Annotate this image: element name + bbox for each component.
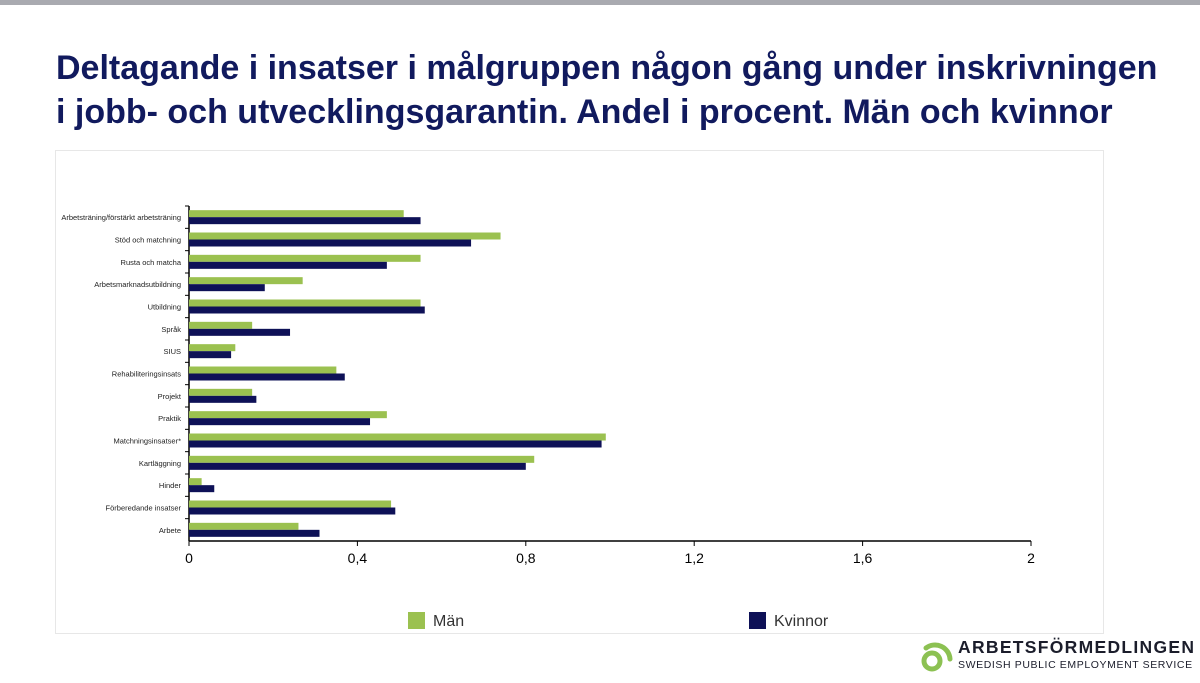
category-label: Hinder bbox=[159, 481, 182, 490]
category-label: Projekt bbox=[158, 392, 182, 401]
x-tick-label: 1,6 bbox=[853, 550, 873, 566]
bar-kvinnor bbox=[189, 217, 421, 225]
x-tick-label: 0,8 bbox=[516, 550, 536, 566]
bar-kvinnor bbox=[189, 395, 257, 403]
bar-kvinnor bbox=[189, 440, 602, 448]
category-label: Kartläggning bbox=[139, 459, 181, 468]
category-label: Stöd och matchning bbox=[115, 236, 181, 245]
bar-man bbox=[189, 254, 421, 262]
category-label: Rusta och matcha bbox=[121, 258, 182, 267]
arbetsformedlingen-logo: ARBETSFÖRMEDLINGEN SWEDISH PUBLIC EMPLOY… bbox=[920, 636, 1194, 676]
logo-mark-icon bbox=[921, 642, 953, 672]
bar-man bbox=[189, 478, 202, 486]
bar-man bbox=[189, 210, 404, 218]
bar-kvinnor bbox=[189, 239, 472, 247]
bar-chart: 0 0,4 0,8 1,2 1,6 2 Arbetsträning/förstärkt ar… bbox=[61, 205, 1035, 630]
x-tick-label: 2 bbox=[1027, 550, 1035, 566]
legend-swatch bbox=[408, 612, 425, 629]
legend-swatch bbox=[749, 612, 766, 629]
category-label: Rehabiliteringsinsats bbox=[112, 370, 181, 379]
bar-kvinnor bbox=[189, 529, 320, 537]
bar-kvinnor bbox=[189, 284, 265, 292]
bar-man bbox=[189, 277, 303, 285]
bar-kvinnor bbox=[189, 418, 371, 426]
bar-kvinnor bbox=[189, 462, 526, 470]
bar-man bbox=[189, 388, 253, 396]
category-label: Arbetsmarknadsutbildning bbox=[94, 280, 181, 289]
bar-man bbox=[189, 299, 421, 307]
category-label: SIUS bbox=[163, 347, 181, 356]
category-label: Utbildning bbox=[148, 303, 181, 312]
bar-man bbox=[189, 433, 606, 441]
category-label: Språk bbox=[161, 325, 181, 334]
top-rule bbox=[0, 0, 1200, 5]
bar-kvinnor bbox=[189, 351, 232, 359]
bar-kvinnor bbox=[189, 373, 345, 381]
bar-man bbox=[189, 366, 337, 374]
x-tick-label: 0 bbox=[185, 550, 193, 566]
legend-label: Män bbox=[433, 613, 464, 630]
bar-kvinnor bbox=[189, 306, 425, 314]
logo-subtitle: SWEDISH PUBLIC EMPLOYMENT SERVICE bbox=[958, 659, 1193, 671]
bar-man bbox=[189, 321, 253, 329]
bar-man bbox=[189, 500, 392, 508]
bar-kvinnor bbox=[189, 485, 215, 493]
category-label: Förberedande insatser bbox=[106, 504, 182, 513]
x-tick-label: 1,2 bbox=[684, 550, 704, 566]
category-label: Arbete bbox=[159, 526, 181, 535]
category-label: Matchningsinsatser* bbox=[113, 437, 181, 446]
x-tick-label: 0,4 bbox=[348, 550, 368, 566]
logo-name: ARBETSFÖRMEDLINGEN bbox=[958, 637, 1196, 657]
bar-man bbox=[189, 232, 501, 240]
bar-kvinnor bbox=[189, 261, 387, 269]
bar-kvinnor bbox=[189, 507, 396, 515]
bar-man bbox=[189, 522, 299, 530]
bar-kvinnor bbox=[189, 328, 291, 336]
legend-label: Kvinnor bbox=[774, 613, 829, 630]
bar-man bbox=[189, 411, 387, 419]
bar-man bbox=[189, 344, 236, 352]
category-label: Arbetsträning/förstärkt arbetsträning bbox=[61, 213, 181, 222]
slide-title: Deltagande i insatser i målgruppen någon… bbox=[56, 49, 1158, 131]
category-label: Praktik bbox=[158, 414, 181, 423]
chart-area: 0 0,4 0,8 1,2 1,6 2 Arbetsträning/förstärkt ar… bbox=[55, 150, 1104, 634]
bar-man bbox=[189, 455, 535, 463]
